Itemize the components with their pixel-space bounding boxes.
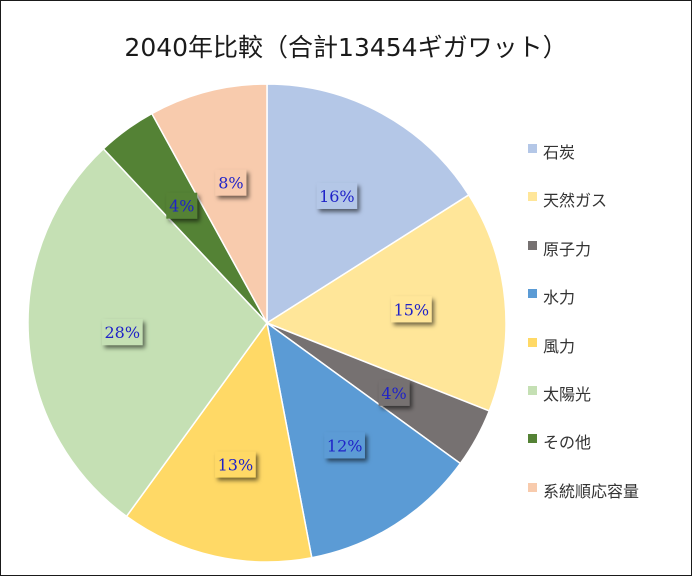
legend-item: その他 xyxy=(524,427,684,453)
data-label: 12% xyxy=(324,432,365,459)
legend-swatch xyxy=(528,144,537,153)
legend-item: 天然ガス xyxy=(524,185,684,211)
legend-swatch xyxy=(528,192,537,202)
legend-label: 石炭 xyxy=(543,143,576,162)
chart-title: 2040年比較（合計13454ギガワット） xyxy=(124,33,568,62)
legend-item: 太陽光 xyxy=(524,379,684,404)
data-label-box xyxy=(378,379,410,406)
pie-slice xyxy=(265,193,507,412)
data-label-box xyxy=(316,182,358,209)
legend-label: 風力 xyxy=(543,336,576,356)
data-label: 4% xyxy=(166,192,198,219)
data-label-box xyxy=(324,432,365,459)
legend-item: 原子力 xyxy=(524,234,684,259)
legend-swatch xyxy=(528,434,537,444)
legend-label: 水力 xyxy=(543,288,576,308)
legend-swatch xyxy=(528,240,537,250)
legend-item: 風力 xyxy=(524,331,684,356)
data-label: 28% xyxy=(102,319,143,346)
legend-item: 水力 xyxy=(524,282,684,308)
data-label: 4% xyxy=(378,379,410,406)
data-label: 15% xyxy=(391,296,432,323)
data-label-text: 4% xyxy=(381,384,406,403)
legend-label: 原子力 xyxy=(543,239,592,259)
legend-swatch xyxy=(528,289,537,299)
legend-label: 系統順応容量 xyxy=(543,481,640,501)
legend-item: 系統順応容量 xyxy=(524,476,684,501)
data-label-text: 4% xyxy=(169,197,194,216)
legend-label: その他 xyxy=(543,433,592,453)
data-label-box xyxy=(391,296,432,323)
data-label: 16% xyxy=(316,182,358,209)
data-label-text: 13% xyxy=(218,456,254,475)
data-label-text: 16% xyxy=(319,187,355,206)
data-label-text: 28% xyxy=(105,323,141,342)
data-label-box xyxy=(215,451,256,478)
legend-swatch xyxy=(528,385,537,395)
data-label: 8% xyxy=(215,169,247,196)
data-label-box xyxy=(166,192,198,219)
pie-slice xyxy=(266,83,470,325)
data-label-text: 8% xyxy=(218,174,243,193)
pie-slice xyxy=(150,83,268,324)
legend-label: 天然ガス xyxy=(543,191,608,211)
legend: 石炭天然ガス原子力水力風力太陽光その他系統順応容量 xyxy=(524,137,684,524)
data-label-box xyxy=(215,169,247,196)
pie-slice xyxy=(27,147,268,518)
data-label-box xyxy=(102,319,143,346)
legend-label: 太陽光 xyxy=(543,384,592,404)
data-label-text: 15% xyxy=(394,300,430,319)
data-label: 13% xyxy=(215,451,256,478)
legend-item: 石炭 xyxy=(524,137,684,162)
legend-swatch xyxy=(528,337,537,347)
data-label-text: 12% xyxy=(327,436,363,455)
legend-swatch xyxy=(528,482,537,492)
pie-slice xyxy=(125,321,313,563)
